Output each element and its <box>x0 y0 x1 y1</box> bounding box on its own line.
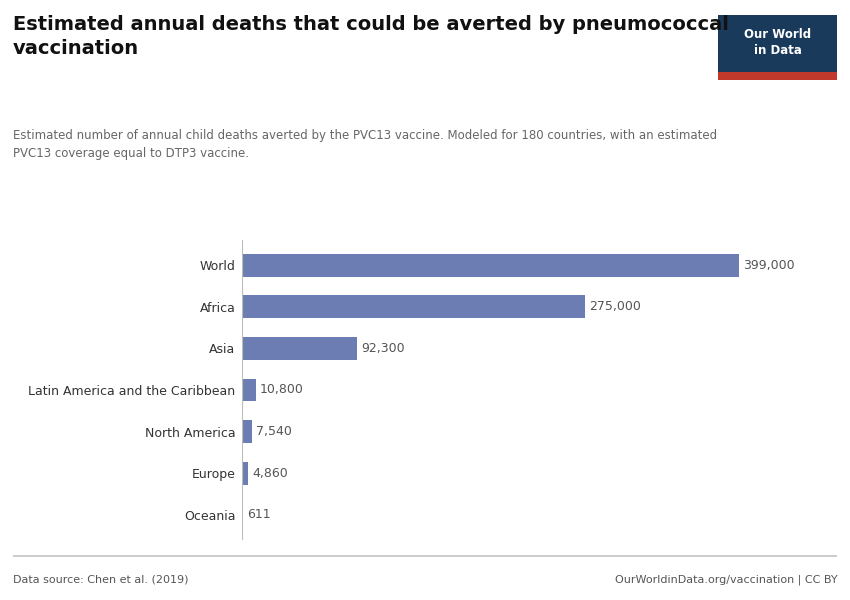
Text: OurWorldinData.org/vaccination | CC BY: OurWorldinData.org/vaccination | CC BY <box>615 575 837 585</box>
Bar <box>242 254 739 277</box>
Bar <box>242 420 252 443</box>
Text: 7,540: 7,540 <box>256 425 292 438</box>
Text: Data source: Chen et al. (2019): Data source: Chen et al. (2019) <box>13 575 188 585</box>
Bar <box>242 379 256 401</box>
Bar <box>242 462 248 485</box>
Text: 92,300: 92,300 <box>361 342 405 355</box>
Text: Estimated annual deaths that could be averted by pneumococcal
vaccination: Estimated annual deaths that could be av… <box>13 15 728 58</box>
Text: Our World
in Data: Our World in Data <box>745 28 811 57</box>
Text: 10,800: 10,800 <box>260 383 304 397</box>
Text: 275,000: 275,000 <box>589 300 641 313</box>
Text: 611: 611 <box>247 508 271 521</box>
Bar <box>242 337 357 360</box>
Bar <box>242 295 585 318</box>
Text: 399,000: 399,000 <box>744 259 795 272</box>
Text: Estimated number of annual child deaths averted by the PVC13 vaccine. Modeled fo: Estimated number of annual child deaths … <box>13 129 717 160</box>
Text: 4,860: 4,860 <box>252 467 288 480</box>
